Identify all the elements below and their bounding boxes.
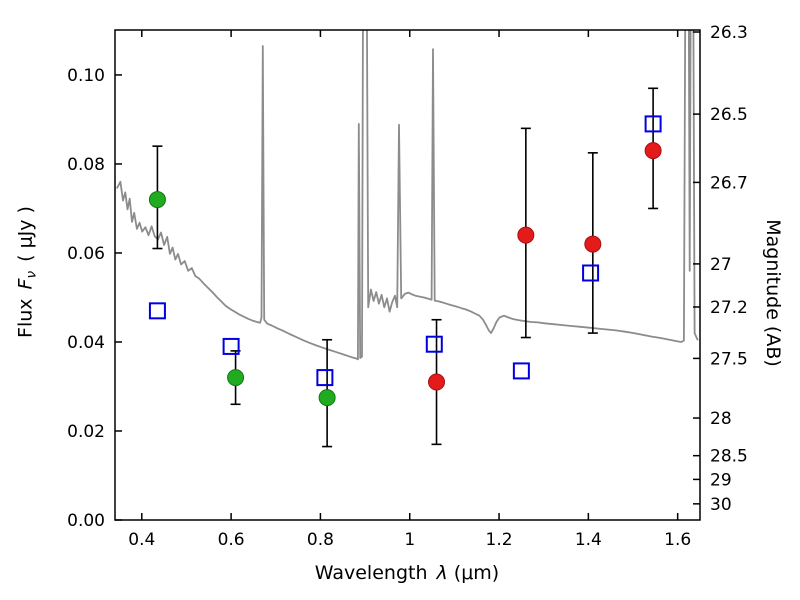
y-tick-label-left: 0.02 <box>67 422 105 442</box>
y-axis-label-right: Magnitude (AB) <box>762 219 784 367</box>
lambda-symbol: λ <box>436 562 448 584</box>
x-tick-label: 0.4 <box>128 530 155 550</box>
y-axis-label-unit: ( μJy ) <box>14 206 37 262</box>
plot-frame <box>114 29 701 521</box>
red-filled-circles-point <box>644 142 662 160</box>
x-tick-label: 0.6 <box>218 530 245 550</box>
x-axis-label-unit: (μm) <box>453 562 500 584</box>
blue-open-squares-point <box>148 302 166 320</box>
y-tick-label-right: 27 <box>710 255 732 275</box>
y-tick-label-right: 28.5 <box>710 447 748 467</box>
y-axis-label-word: Flux <box>14 298 37 338</box>
x-tick-label: 1.6 <box>664 530 691 550</box>
y-tick-label-left: 0.04 <box>67 333 105 353</box>
x-tick-label: 0.8 <box>307 530 334 550</box>
y-tick-label-right: 27.2 <box>710 298 748 318</box>
x-axis-label-word: Wavelength <box>314 562 428 584</box>
green-filled-circles-point <box>227 369 245 387</box>
y-tick-label-left: 0.00 <box>67 511 105 531</box>
red-filled-circles-point <box>517 226 535 244</box>
y-tick-label-left: 0.10 <box>67 66 105 86</box>
nu-subscript: ν <box>23 270 40 279</box>
blue-open-squares-point <box>316 369 334 387</box>
green-filled-circles-point <box>318 389 336 407</box>
y-tick-label-right: 27.5 <box>710 349 748 369</box>
y-tick-label-left: 0.08 <box>67 155 105 175</box>
y-tick-label-right: 26.5 <box>710 105 748 125</box>
y-tick-label-right: 26.3 <box>710 23 748 43</box>
y-tick-label-right: 29 <box>710 470 732 490</box>
blue-open-squares-point <box>512 362 530 380</box>
blue-open-squares-point <box>425 335 443 353</box>
model-spectrum-line <box>116 30 699 361</box>
blue-open-squares-point <box>582 264 600 282</box>
red-filled-circles-point <box>584 235 602 253</box>
x-tick-label: 1 <box>404 530 415 550</box>
x-axis-label: Wavelength λ (μm) <box>315 562 499 584</box>
red-filled-circles-point <box>428 373 446 391</box>
blue-open-squares-point <box>222 337 240 355</box>
blue-open-squares-point <box>644 115 662 133</box>
y-tick-label-right: 26.7 <box>710 173 748 193</box>
y-tick-label-right: 30 <box>710 495 732 515</box>
y-axis-label-left: Flux Fν ( μJy ) <box>14 206 39 338</box>
x-tick-label: 1.4 <box>575 530 602 550</box>
y-tick-label-left: 0.06 <box>67 244 105 264</box>
x-tick-label: 1.2 <box>486 530 513 550</box>
y-tick-label-right: 28 <box>710 409 732 429</box>
green-filled-circles-point <box>148 191 166 209</box>
flux-f-symbol: F <box>14 278 37 290</box>
